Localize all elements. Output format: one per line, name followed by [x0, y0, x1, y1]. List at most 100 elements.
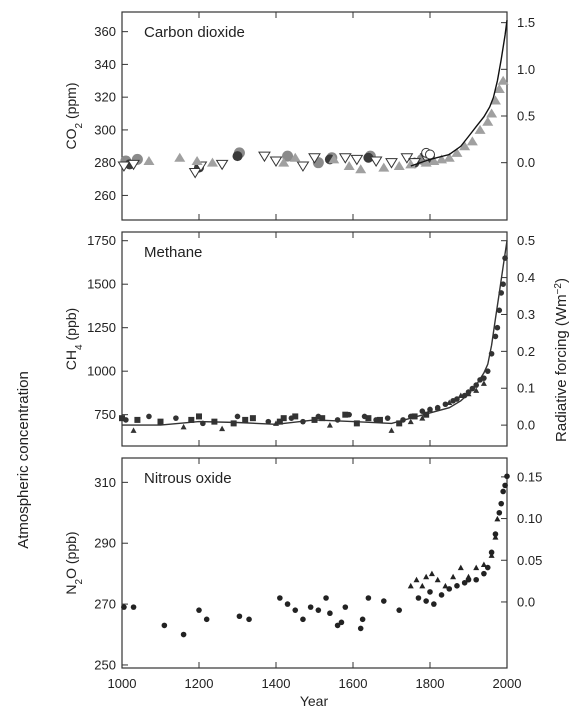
y2-tick-label: 0.10 [517, 511, 542, 526]
data-point [232, 151, 243, 162]
data-point [343, 160, 355, 170]
data-point [334, 622, 341, 629]
data-point [346, 411, 352, 418]
data-point [258, 151, 271, 163]
data-point [365, 415, 372, 422]
plot-frame [121, 11, 508, 221]
data-point [481, 375, 487, 381]
data-point [497, 75, 509, 85]
data-point [246, 616, 252, 623]
data-point [419, 408, 426, 415]
y-axis-label-main: N [63, 584, 79, 594]
data-point [446, 399, 453, 406]
x-axis-label: Year [300, 693, 329, 709]
data-point [265, 418, 272, 425]
y-tick-label: 310 [94, 475, 116, 490]
data-point [480, 561, 487, 568]
data-point [438, 592, 445, 598]
data-point [465, 573, 472, 580]
x-tick-label: 2000 [493, 676, 522, 691]
data-point [361, 413, 368, 420]
data-point [296, 161, 310, 172]
data-point [493, 83, 505, 93]
data-point [504, 473, 510, 480]
data-point [425, 149, 435, 160]
data-point [338, 619, 345, 626]
data-point [130, 604, 137, 610]
panel-title: Methane [144, 244, 202, 261]
data-point [353, 420, 360, 427]
data-point [127, 159, 140, 171]
x-tick-label: 1200 [185, 676, 214, 691]
data-point [423, 573, 430, 580]
y-tick-label: 270 [94, 597, 116, 612]
data-point [488, 549, 495, 556]
data-point [191, 156, 203, 166]
data-point [373, 417, 379, 423]
data-point [407, 582, 414, 589]
data-point [396, 420, 403, 427]
data-point [269, 156, 283, 167]
plot-frame [121, 231, 508, 447]
data-point [206, 157, 218, 167]
data-point [146, 413, 152, 420]
y-axis-label-main: CO [63, 128, 79, 149]
data-point [365, 595, 372, 601]
y-tick-label: 1000 [87, 364, 116, 379]
data-point [482, 116, 494, 126]
data-point [473, 387, 480, 393]
data-point [282, 150, 294, 162]
y2-tick-label: 1.0 [517, 62, 535, 77]
data-point [461, 579, 468, 586]
data-point [459, 141, 471, 151]
data-point [454, 583, 460, 589]
y-axis-label-after: O (ppb) [63, 531, 79, 578]
data-point [180, 423, 187, 430]
y-tick-label: 290 [94, 536, 116, 551]
data-point [300, 616, 306, 623]
y2-tick-label: 0.2 [517, 344, 535, 359]
data-point [276, 418, 283, 425]
data-point [431, 601, 437, 607]
data-point [423, 598, 429, 604]
data-point [307, 604, 314, 610]
data-point [319, 415, 326, 422]
data-point [327, 610, 333, 617]
data-point [442, 582, 449, 589]
data-point [280, 415, 287, 422]
y-axis-label-sub: 2 [74, 578, 85, 584]
y-tick-label: 1250 [87, 320, 116, 335]
y2-tick-label: 1.5 [517, 15, 535, 30]
data-point [427, 406, 433, 412]
data-point [481, 570, 487, 577]
data-point [342, 604, 349, 610]
left-axis-label: Atmospheric concentration [15, 371, 32, 549]
data-point [473, 564, 480, 571]
data-point [315, 413, 322, 420]
y2-tick-label: 0.0 [517, 155, 535, 170]
data-point [338, 153, 352, 164]
y-axis-label-unit: (ppm) [63, 82, 79, 122]
data-point [457, 564, 464, 571]
panel-title: Nitrous oxide [144, 470, 232, 487]
data-point [388, 427, 395, 433]
data-point [443, 152, 455, 162]
data-point [457, 392, 464, 399]
nitrous-oxide-panel: Nitrous oxide 250 270 290 310 0.0 0.05 0.10 0.15… [63, 457, 542, 691]
co2-panel: Carbon dioxide 260 280 300 320 340 360 0.0 0.5 1.… [63, 11, 535, 221]
data-point [474, 124, 486, 134]
data-point [203, 616, 210, 623]
y-axis-label-sub: 4 [74, 344, 85, 350]
y-tick-label: 360 [94, 24, 116, 39]
x-tick-label: 1000 [108, 676, 137, 691]
y-tick-label: 1750 [87, 233, 116, 248]
data-point [488, 552, 495, 558]
data-point [328, 154, 340, 164]
data-point [173, 415, 179, 421]
data-point [427, 589, 433, 595]
data-point [434, 576, 441, 583]
data-point [188, 168, 202, 179]
data-point [143, 156, 155, 166]
data-point [289, 152, 301, 162]
